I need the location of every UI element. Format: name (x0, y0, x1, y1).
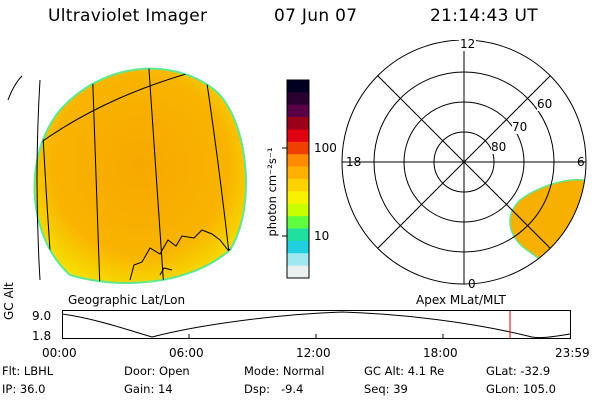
lat-label-70: 70 (512, 120, 528, 134)
coastline (129, 229, 237, 281)
colorbar-band (287, 228, 309, 242)
colorbar-band (287, 154, 309, 168)
colorbar (282, 79, 310, 279)
instrument-title: Ultraviolet Imager (48, 6, 208, 26)
latitude-line (34, 68, 241, 159)
info-gc-alt: GC Alt: 4.1 Re (364, 364, 445, 378)
info-glat: GLat: -32.9 (486, 364, 551, 378)
info-dsp: Dsp: -9.4 (244, 382, 304, 396)
geographic-image-panel (7, 67, 248, 284)
colorbar-band (287, 166, 309, 180)
apex-map-label: Apex MLat/MLT (416, 293, 506, 307)
colorbar-band (287, 265, 309, 279)
time-tick-1200: 12:00 (296, 346, 331, 360)
lat-label-80: 80 (491, 140, 507, 154)
colorbar-gradient (287, 80, 309, 279)
altitude-curve (62, 311, 571, 339)
altitude-plot (62, 310, 571, 339)
info-mode: Mode: Normal (244, 364, 325, 378)
colorbar-band (287, 141, 309, 155)
observation-time: 21:14:43 UT (430, 6, 538, 26)
mlt-label-0: 0 (468, 277, 476, 291)
colorbar-band (287, 80, 309, 93)
mlt-label-12: 12 (459, 37, 477, 51)
info-seq: Seq: 39 (364, 382, 408, 396)
colorbar-band (287, 216, 309, 229)
colorbar-unit-label: photon cm⁻²s⁻¹ (265, 147, 279, 237)
time-tick-1800: 18:00 (423, 346, 458, 360)
alt-ylabel: GC Alt (2, 282, 16, 320)
coastline (159, 267, 173, 276)
colorbar-band (287, 129, 309, 143)
colorbar-band (287, 240, 309, 254)
colorbar-tick-100: 100 (314, 141, 337, 155)
alt-tick-9: 9.0 (32, 309, 52, 323)
alt-tick-1.8: 1.8 (32, 329, 52, 343)
limb-line (36, 79, 41, 281)
observation-date: 07 Jun 07 (274, 6, 358, 26)
colorbar-band (287, 203, 309, 217)
limb-arc (7, 75, 23, 101)
geo-map-label: Geographic Lat/Lon (68, 293, 186, 307)
time-tick-0000: 00:00 (42, 346, 77, 360)
info-gain: Gain: 14 (124, 382, 173, 396)
time-tick-2359: 23:59 (555, 346, 590, 360)
polar-plot (341, 40, 587, 285)
info-ip: IP: 36.0 (2, 382, 46, 396)
longitude-line (147, 68, 165, 283)
colorbar-band (287, 92, 309, 106)
lat-label-60: 60 (537, 97, 553, 111)
colorbar-band (287, 179, 309, 192)
longitude-line (91, 68, 101, 283)
colorbar-band (287, 117, 309, 130)
aurora-region (509, 178, 586, 272)
colorbar-band (287, 104, 309, 118)
earth-disk (33, 67, 248, 284)
info-glon: GLon: 105.0 (486, 382, 556, 396)
mlt-label-18: 18 (346, 155, 362, 169)
colorbar-band (287, 191, 309, 205)
info-door: Door: Open (124, 364, 190, 378)
time-tick-0600: 06:00 (169, 346, 204, 360)
mlt-label-6: 6 (577, 155, 585, 169)
colorbar-tick-10: 10 (314, 229, 330, 243)
info-filter: Flt: LBHL (2, 364, 54, 378)
colorbar-band (287, 253, 309, 267)
